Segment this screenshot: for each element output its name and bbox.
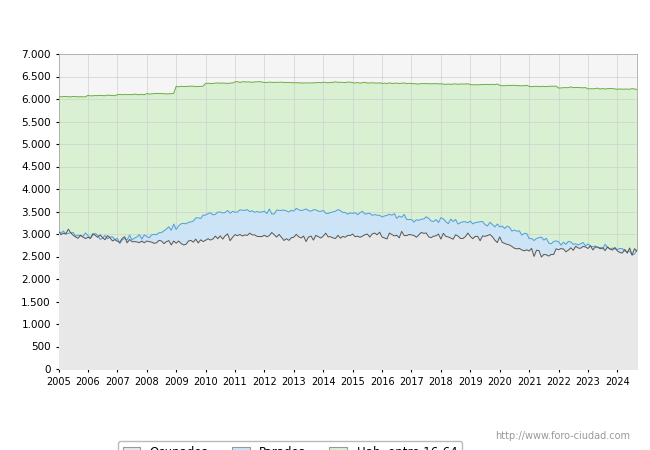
Text: http://www.foro-ciudad.com: http://www.foro-ciudad.com [495, 431, 630, 441]
Text: Fernán-Núñez - Evolucion de la poblacion en edad de Trabajar Septiembre de 2024: Fernán-Núñez - Evolucion de la poblacion… [34, 14, 616, 27]
Legend: Ocupados, Parados, Hab. entre 16-64: Ocupados, Parados, Hab. entre 16-64 [118, 441, 462, 450]
